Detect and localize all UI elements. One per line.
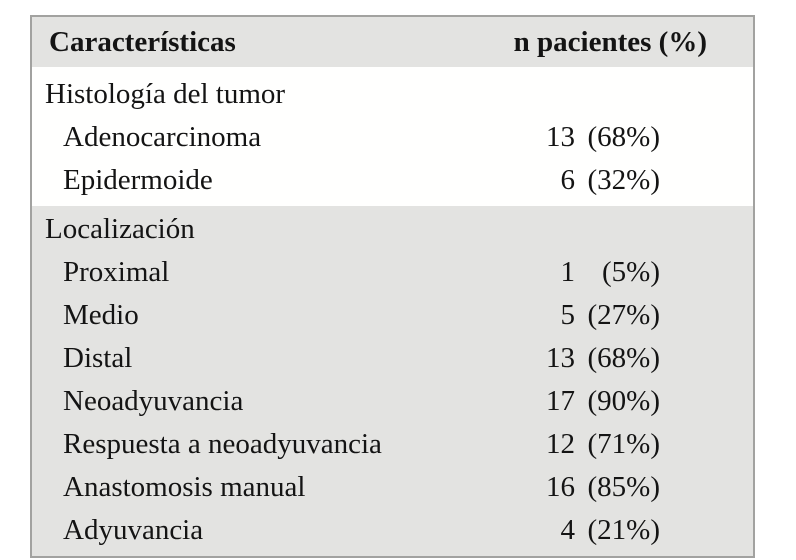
count-value: 12 <box>546 428 575 460</box>
row-label: Proximal <box>63 256 170 288</box>
header-characteristics: Características <box>49 25 236 58</box>
section-label: Localización <box>45 213 195 245</box>
row-label: Epidermoide <box>63 164 213 196</box>
table-row: Respuesta a neoadyuvancia 12 (71%) <box>32 423 753 466</box>
row-value: 16 (85%) <box>543 471 753 504</box>
section-localization: Localización Proximal 1 (5%) Medio 5 (27%) Dist… <box>32 206 753 556</box>
table-row: Histología del tumor <box>32 73 753 116</box>
table-row: Adenocarcinoma 13 (68%) <box>32 116 753 159</box>
count-value: 16 <box>546 471 575 503</box>
count-value: 17 <box>546 385 575 417</box>
row-label: Distal <box>63 342 133 374</box>
characteristics-table: Características n pacientes (%) Histolog… <box>30 15 755 558</box>
count-value: 13 <box>546 342 575 374</box>
percent-value: (85%) <box>587 471 660 503</box>
percent-value: (71%) <box>587 428 660 460</box>
count-value: 4 <box>560 514 576 546</box>
table-row: Anastomosis manual 16 (85%) <box>32 466 753 509</box>
section-label: Histología del tumor <box>45 78 286 110</box>
row-label: Neoadyuvancia <box>63 385 244 417</box>
table-row: Proximal 1 (5%) <box>32 251 753 294</box>
row-value: 1 (5%) <box>543 256 753 289</box>
row-value: 6 (32%) <box>543 164 753 197</box>
percent-value: (21%) <box>587 514 660 546</box>
percent-value: (68%) <box>587 342 660 374</box>
row-value: 13 (68%) <box>543 342 753 375</box>
table-row: Epidermoide 6 (32%) <box>32 159 753 202</box>
percent-value: (27%) <box>587 299 660 331</box>
row-value: 12 (71%) <box>543 428 753 461</box>
percent-value: (5%) <box>602 256 660 288</box>
row-label: Anastomosis manual <box>63 471 306 503</box>
percent-value: (32%) <box>587 164 660 196</box>
row-label: Adenocarcinoma <box>63 121 262 153</box>
table-row: Neoadyuvancia 17 (90%) <box>32 380 753 423</box>
count-value: 1 <box>560 256 576 288</box>
count-value: 13 <box>546 121 575 153</box>
row-value: 13 (68%) <box>543 121 753 154</box>
count-value: 5 <box>560 299 576 331</box>
header-n-patients: n pacientes (%) <box>513 25 707 58</box>
row-value: 17 (90%) <box>543 385 753 418</box>
table-row: Distal 13 (68%) <box>32 337 753 380</box>
section-histology: Histología del tumor Adenocarcinoma 13 (68%… <box>32 67 753 206</box>
row-label: Respuesta a neoadyuvancia <box>63 428 382 460</box>
percent-value: (68%) <box>587 121 660 153</box>
table-row: Medio 5 (27%) <box>32 294 753 337</box>
table-row: Adyuvancia 4 (21%) <box>32 509 753 552</box>
row-label: Medio <box>63 299 139 331</box>
row-value: 4 (21%) <box>543 514 753 547</box>
row-value: 5 (27%) <box>543 299 753 332</box>
table-header-row: Características n pacientes (%) <box>32 17 753 67</box>
row-label: Adyuvancia <box>63 514 204 546</box>
count-value: 6 <box>560 164 576 196</box>
percent-value: (90%) <box>587 385 660 417</box>
table-row: Localización <box>32 208 753 251</box>
